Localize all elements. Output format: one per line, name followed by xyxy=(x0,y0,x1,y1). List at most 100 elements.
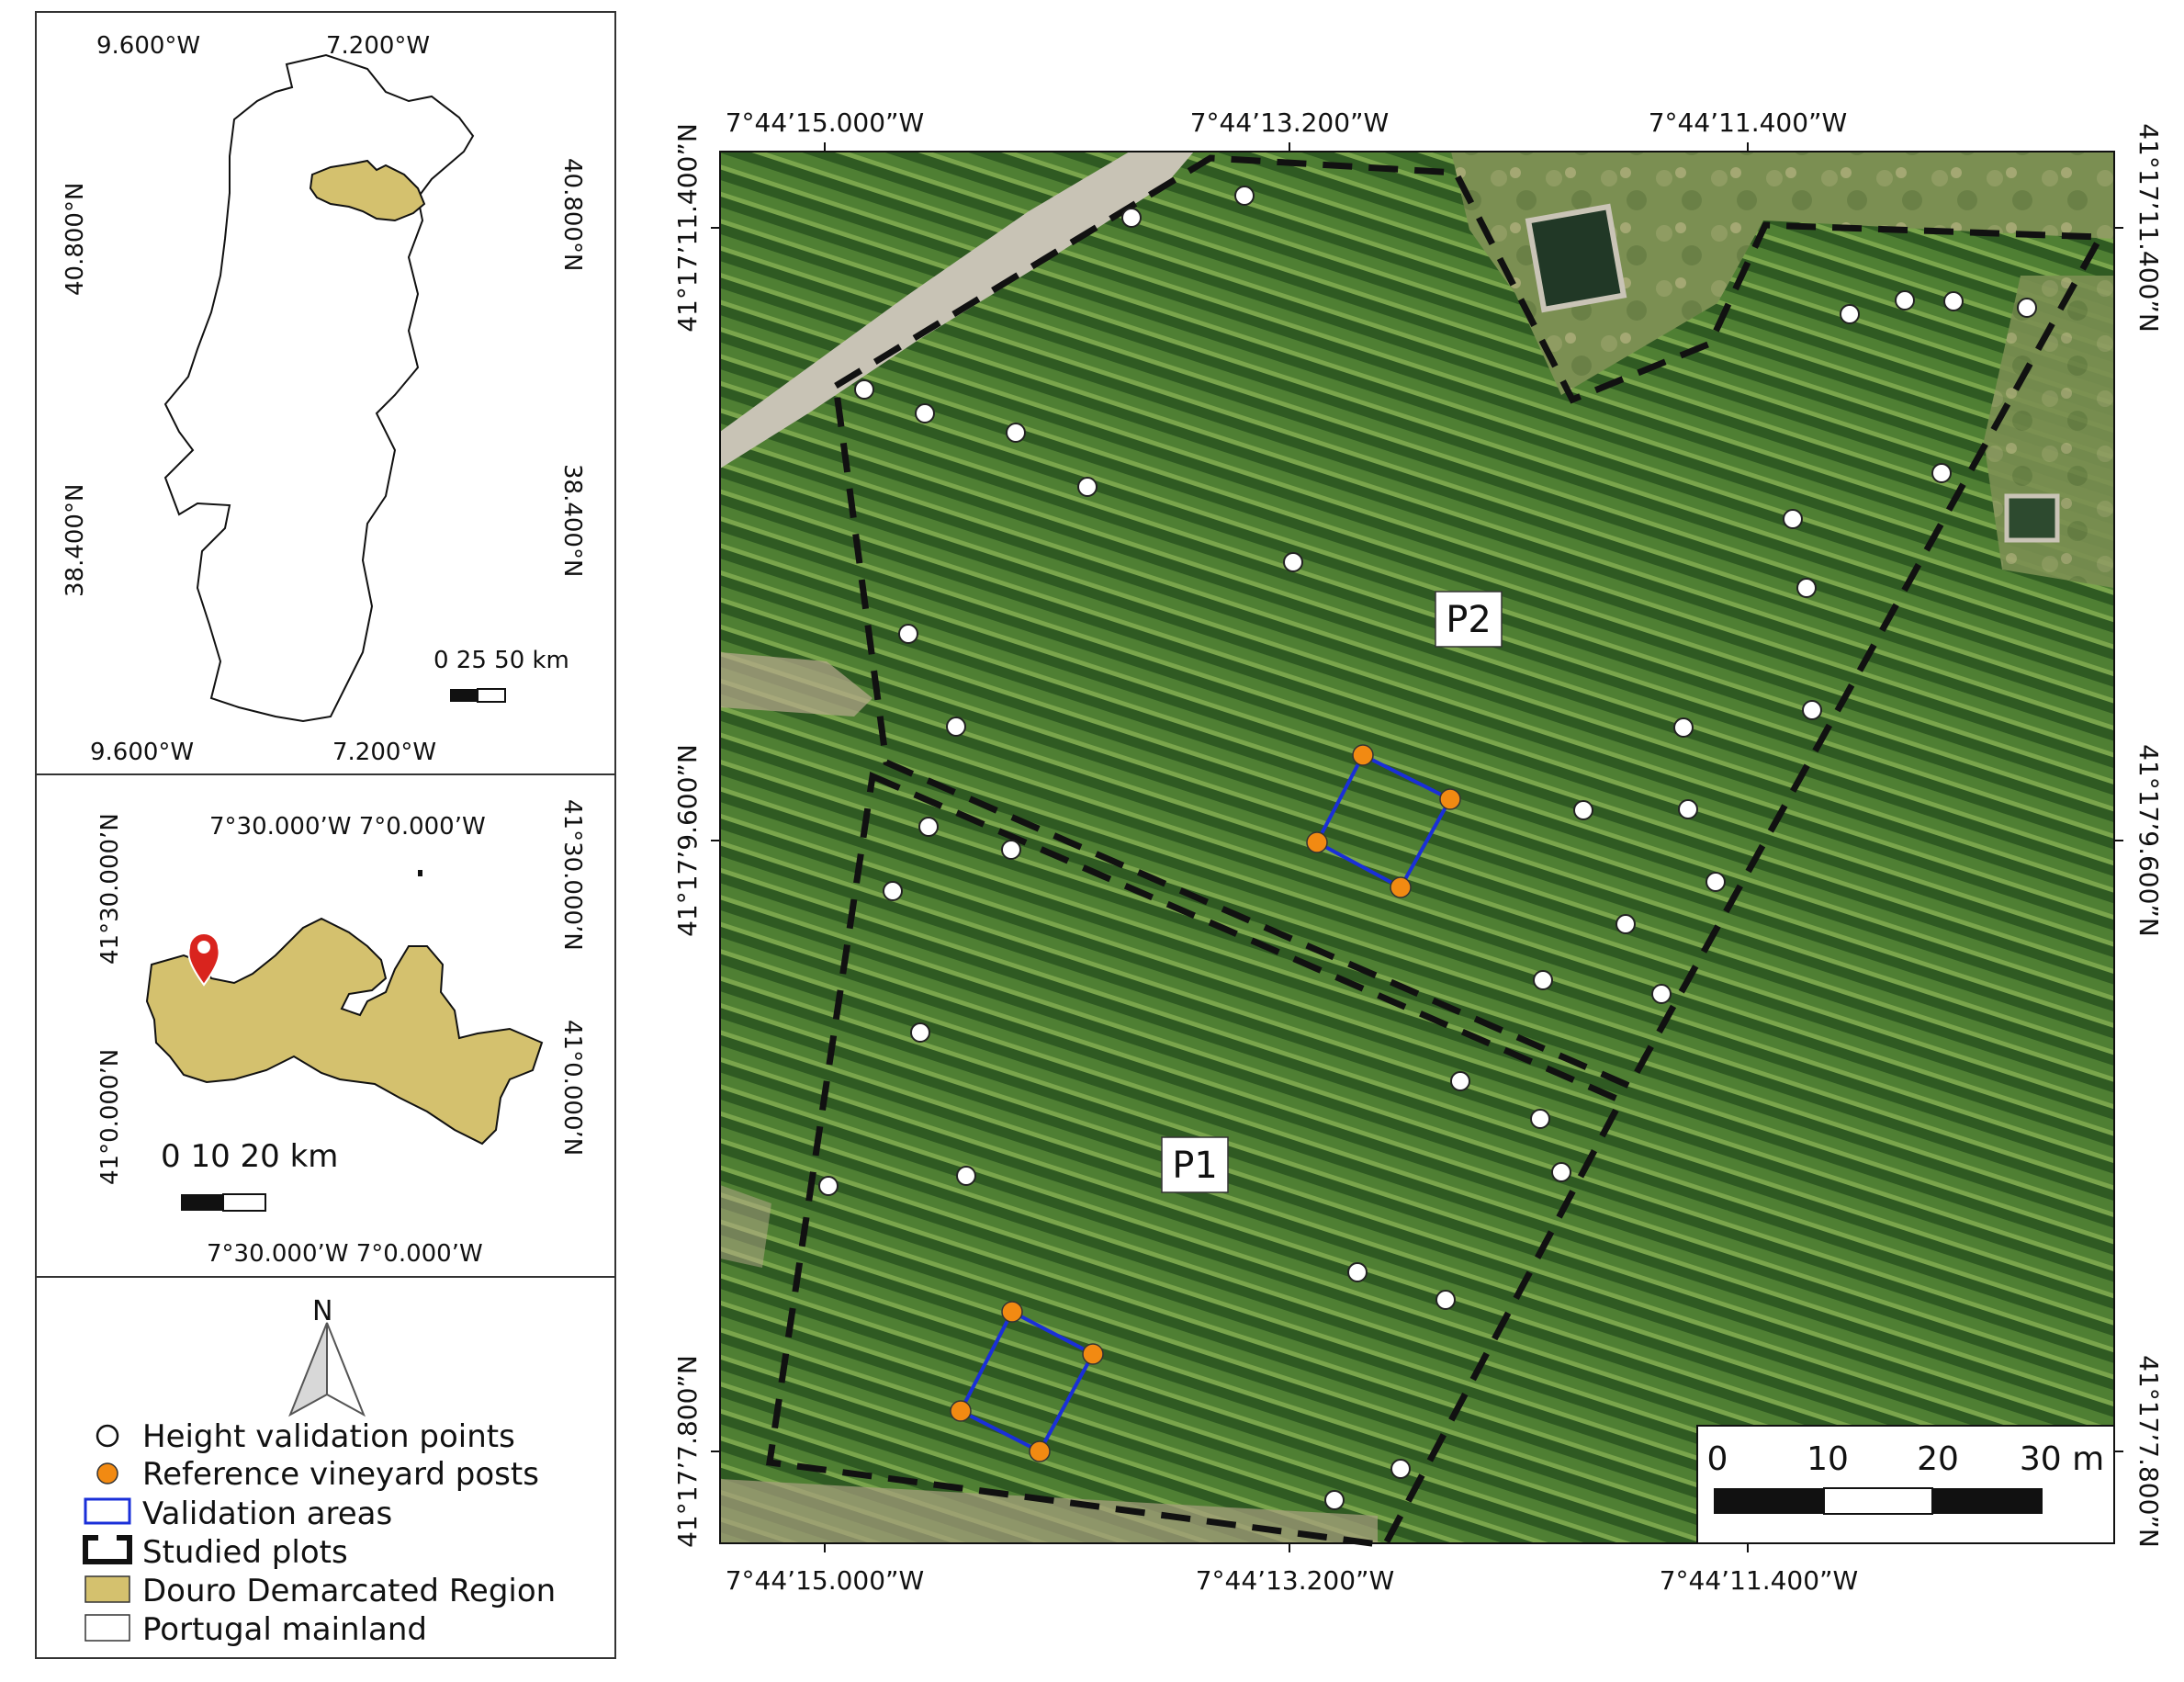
height-point xyxy=(1840,304,1860,324)
inset-douro-scalebar xyxy=(181,1193,266,1212)
height-point xyxy=(1802,700,1822,720)
height-point xyxy=(1347,1262,1368,1282)
main-right-lat-3: 41°17’7.800”N xyxy=(2133,1355,2164,1548)
scale-tick-label: 20 xyxy=(1917,1440,1959,1478)
inset-douro-scale-label: 0 10 20 km xyxy=(161,1138,338,1175)
location-pin-icon xyxy=(187,932,220,987)
height-point xyxy=(1533,970,1553,990)
reference-post xyxy=(1082,1343,1104,1365)
height-point xyxy=(1077,477,1098,497)
main-right-lat-1: 41°17’11.400”N xyxy=(2133,123,2164,333)
legend-label: Portugal mainland xyxy=(142,1611,427,1648)
white-swatch-icon xyxy=(84,1614,130,1642)
inset-portugal-scale-label: 0 25 50 km xyxy=(433,647,569,674)
legend-label: Reference vineyard posts xyxy=(142,1456,539,1493)
legend-item-height-points: Height validation points xyxy=(96,1418,515,1455)
validation-area-p1 xyxy=(950,1301,1104,1462)
height-point xyxy=(1450,1071,1470,1091)
inset-portugal-top-lon-1: 9.600°W xyxy=(96,32,200,60)
height-point xyxy=(1551,1162,1571,1182)
height-point xyxy=(1796,578,1817,598)
scale-tick-label: 0 xyxy=(1707,1440,1728,1478)
inset-portugal-scalebar xyxy=(450,688,506,703)
inset-douro-top-lons: 7°30.000’W 7°0.000’W xyxy=(209,813,486,841)
main-top-lon-2: 7°44’13.200”W xyxy=(1190,107,1390,138)
main-left-lat-1: 41°17’11.400”N xyxy=(672,123,703,333)
north-arrow-icon: N xyxy=(288,1295,366,1417)
height-point xyxy=(818,1176,839,1196)
reference-post xyxy=(1001,1301,1023,1323)
height-point xyxy=(1435,1290,1456,1310)
height-point xyxy=(1678,799,1698,819)
inset-douro-bottom-lons: 7°30.000’W 7°0.000’W xyxy=(207,1240,483,1268)
inset-portugal-left-lat-2: 38.400°N xyxy=(62,484,89,597)
main-map-frame xyxy=(719,151,2115,1544)
height-point xyxy=(1931,463,1952,483)
inset-douro-left-lat-1: 41°30.000’N xyxy=(96,813,124,965)
studied-plots xyxy=(766,154,2106,1549)
main-scalebar: 0 10 20 30 m xyxy=(1696,1425,2115,1544)
legend-label: Validation areas xyxy=(142,1496,392,1532)
inset-portugal-right-lat-1: 40.800°N xyxy=(558,158,586,271)
legend-item-reference-posts: Reference vineyard posts xyxy=(96,1456,539,1493)
height-point xyxy=(1006,423,1026,443)
reference-post xyxy=(1390,876,1412,898)
north-label: N xyxy=(312,1295,332,1327)
main-left-lat-2: 41°17’9.600”N xyxy=(672,744,703,937)
height-point xyxy=(1573,800,1593,820)
height-point xyxy=(1615,914,1636,934)
height-point xyxy=(915,403,935,423)
legend-item-portugal: Portugal mainland xyxy=(84,1611,427,1648)
height-point xyxy=(854,379,874,400)
blue-rectangle-icon xyxy=(84,1497,131,1525)
height-point xyxy=(1001,840,1021,860)
legend-item-douro: Douro Demarcated Region xyxy=(84,1573,556,1609)
legend-label: Height validation points xyxy=(142,1418,515,1455)
inset-douro-left-lat-2: 41°0.000’N xyxy=(96,1049,124,1185)
height-point xyxy=(1234,186,1255,206)
reference-post xyxy=(950,1400,972,1422)
inset-douro-right-lat-1: 41°30.000’N xyxy=(558,799,586,951)
legend-label: Studied plots xyxy=(142,1534,348,1571)
height-point xyxy=(898,624,918,644)
height-point xyxy=(1283,552,1303,572)
legend-item-validation-areas: Validation areas xyxy=(84,1496,392,1532)
plot-p2-boundary xyxy=(832,154,2106,1090)
dashed-bracket-icon xyxy=(83,1535,132,1564)
inset-portugal-top-lon-2: 7.200°W xyxy=(326,32,430,60)
plot-label-text: P1 xyxy=(1172,1145,1218,1187)
height-point xyxy=(1651,984,1672,1004)
frame-ticks xyxy=(711,142,2123,1552)
plot-label-p1: P1 xyxy=(1161,1136,1229,1193)
inset-portugal-bottom-lon-1: 9.600°W xyxy=(90,739,194,766)
inset-portugal-bottom-lon-2: 7.200°W xyxy=(332,739,436,766)
reference-post xyxy=(1439,788,1461,810)
khaki-swatch-icon xyxy=(84,1575,130,1603)
main-top-lon-1: 7°44’15.000”W xyxy=(726,107,925,138)
orange-circle-icon xyxy=(96,1462,118,1484)
portugal-mainland-outline xyxy=(163,53,475,723)
inset-portugal-left-lat-1: 40.800°N xyxy=(62,183,89,296)
scale-tick-label: 10 xyxy=(1807,1440,1849,1478)
legend-item-studied-plots: Studied plots xyxy=(83,1534,348,1571)
height-point xyxy=(1943,291,1964,311)
white-circle-icon xyxy=(96,1424,119,1448)
plot-label-text: P2 xyxy=(1446,599,1492,641)
legend-label: Douro Demarcated Region xyxy=(142,1573,556,1609)
height-point xyxy=(1783,509,1803,529)
main-map: P2 P1 0 10 20 30 m 7°44’15.000”W 7°44’13… xyxy=(672,107,2164,1596)
inset-douro: 7°30.000’W 7°0.000’W 7°30.000’W 7°0.000’… xyxy=(96,799,586,1268)
douro-demarcated-region xyxy=(145,917,544,1146)
inset-portugal: 9.600°W 7.200°W 9.600°W 7.200°W 40.800°N… xyxy=(62,32,586,766)
height-point xyxy=(1121,208,1142,228)
main-left-lat-3: 41°17’7.800”N xyxy=(672,1355,703,1548)
main-bottom-lon-1: 7°44’15.000”W xyxy=(726,1565,925,1596)
height-point xyxy=(2017,298,2037,318)
main-bottom-lon-2: 7°44’13.200”W xyxy=(1196,1565,1395,1596)
legend: N Height validation points Reference vin… xyxy=(83,1295,556,1648)
reference-post xyxy=(1029,1440,1051,1462)
height-point xyxy=(1895,290,1915,310)
height-point xyxy=(1673,717,1694,738)
height-point xyxy=(918,817,939,837)
